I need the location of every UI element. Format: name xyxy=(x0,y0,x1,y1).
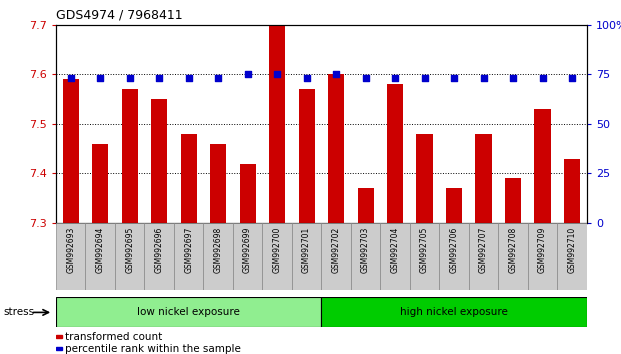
Text: GSM992702: GSM992702 xyxy=(332,227,340,273)
Text: GSM992695: GSM992695 xyxy=(125,227,134,273)
Bar xyxy=(439,223,469,290)
Point xyxy=(449,75,459,81)
Bar xyxy=(56,297,322,327)
Text: GSM992703: GSM992703 xyxy=(361,227,370,273)
Point xyxy=(538,75,548,81)
Bar xyxy=(151,99,167,223)
Bar xyxy=(92,144,108,223)
Bar xyxy=(328,74,344,223)
Text: GSM992706: GSM992706 xyxy=(450,227,458,273)
Point xyxy=(420,75,430,81)
Bar xyxy=(115,223,144,290)
Bar xyxy=(535,109,551,223)
Text: high nickel exposure: high nickel exposure xyxy=(400,307,508,318)
Bar xyxy=(240,164,256,223)
Bar xyxy=(122,89,138,223)
Bar xyxy=(476,134,492,223)
Text: GSM992699: GSM992699 xyxy=(243,227,252,273)
Bar xyxy=(322,223,351,290)
Bar xyxy=(262,223,292,290)
Text: GSM992704: GSM992704 xyxy=(391,227,399,273)
Bar xyxy=(56,223,85,290)
Point xyxy=(508,75,518,81)
Text: GSM992700: GSM992700 xyxy=(273,227,281,273)
Text: GSM992710: GSM992710 xyxy=(568,227,576,273)
Text: GSM992693: GSM992693 xyxy=(66,227,75,273)
Point xyxy=(243,72,253,77)
Text: low nickel exposure: low nickel exposure xyxy=(137,307,240,318)
Bar xyxy=(299,89,315,223)
Bar xyxy=(56,335,62,338)
Point xyxy=(66,75,76,81)
Bar xyxy=(233,223,262,290)
Point xyxy=(390,75,400,81)
Bar xyxy=(174,223,204,290)
Text: GSM992709: GSM992709 xyxy=(538,227,547,273)
Point xyxy=(154,75,164,81)
Bar xyxy=(380,223,410,290)
Point xyxy=(213,75,223,81)
Bar xyxy=(469,223,498,290)
Bar xyxy=(86,223,115,290)
Bar xyxy=(56,347,62,350)
Text: percentile rank within the sample: percentile rank within the sample xyxy=(65,344,242,354)
Text: GDS4974 / 7968411: GDS4974 / 7968411 xyxy=(56,8,183,21)
Bar xyxy=(210,144,226,223)
Text: stress: stress xyxy=(3,307,34,318)
Bar xyxy=(322,297,587,327)
Point xyxy=(331,72,341,77)
Point xyxy=(95,75,105,81)
Text: transformed count: transformed count xyxy=(65,332,163,342)
Text: GSM992707: GSM992707 xyxy=(479,227,488,273)
Text: GSM992705: GSM992705 xyxy=(420,227,429,273)
Bar xyxy=(144,223,174,290)
Text: GSM992696: GSM992696 xyxy=(155,227,163,273)
Point xyxy=(361,75,371,81)
Bar xyxy=(292,223,322,290)
Bar xyxy=(528,223,557,290)
Bar xyxy=(498,223,528,290)
Bar xyxy=(564,159,580,223)
Bar xyxy=(417,134,433,223)
Point xyxy=(272,72,282,77)
Point xyxy=(567,75,577,81)
Point xyxy=(302,75,312,81)
Point xyxy=(125,75,135,81)
Point xyxy=(479,75,489,81)
Bar xyxy=(387,84,403,223)
Bar xyxy=(410,223,439,290)
Point xyxy=(184,75,194,81)
Bar xyxy=(557,223,587,290)
Text: GSM992701: GSM992701 xyxy=(302,227,311,273)
Bar xyxy=(269,25,285,223)
Bar xyxy=(358,188,374,223)
Text: GSM992694: GSM992694 xyxy=(96,227,104,273)
Bar xyxy=(505,178,521,223)
Text: GSM992698: GSM992698 xyxy=(214,227,222,273)
Bar xyxy=(63,79,79,223)
Text: GSM992697: GSM992697 xyxy=(184,227,193,273)
Text: GSM992708: GSM992708 xyxy=(509,227,517,273)
Bar xyxy=(446,188,462,223)
Bar xyxy=(204,223,233,290)
Bar xyxy=(181,134,197,223)
Bar xyxy=(351,223,380,290)
